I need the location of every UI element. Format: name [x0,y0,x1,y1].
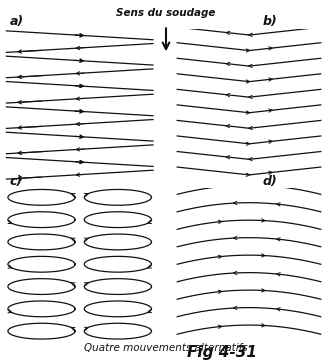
Text: b): b) [262,15,277,28]
Text: Quatre mouvements alternatifs: Quatre mouvements alternatifs [84,343,248,353]
Text: Sens du soudage: Sens du soudage [116,8,216,18]
Text: a): a) [10,15,24,28]
Text: d): d) [262,174,277,188]
Text: c): c) [10,174,23,188]
Text: Fig 4-31: Fig 4-31 [188,345,257,360]
